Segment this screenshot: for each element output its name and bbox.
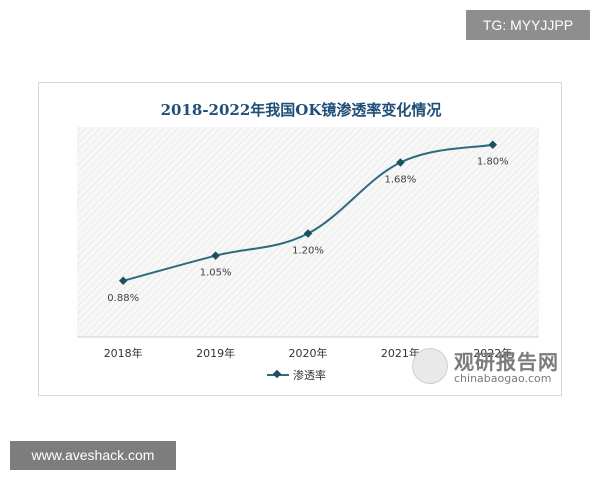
logo-url: chinabaogao.com: [454, 372, 552, 385]
legend-line-icon: [267, 369, 289, 379]
tg-badge: TG: MYYJJPP: [466, 10, 590, 40]
website-badge: www.aveshack.com: [10, 441, 176, 470]
chart-card: 2018-2022年我国OK镜渗透率变化情况 0.88% 2018年 1.05% 20…: [38, 82, 562, 396]
data-label: 1.20%: [292, 245, 324, 256]
data-label: 0.88%: [107, 293, 139, 304]
x-tick-label: 2020年: [289, 346, 328, 360]
x-tick-label: 2019年: [196, 346, 235, 360]
data-label: 1.68%: [385, 174, 417, 185]
data-point: [488, 140, 498, 149]
data-point: [118, 276, 128, 286]
legend: 渗透率: [267, 367, 326, 383]
data-label: 1.80%: [477, 157, 509, 168]
legend-label: 渗透率: [293, 369, 326, 382]
chart-title: 2018-2022年我国OK镜渗透率变化情况: [160, 101, 442, 119]
logo-icon: [412, 348, 448, 384]
data-point: [211, 251, 220, 260]
x-tick-label: 2022年: [473, 346, 512, 360]
watermark-logo: 观研报告网 chinabaogao.com: [412, 346, 562, 390]
data-point: [303, 229, 313, 238]
line-chart: 0.88% 2018年 1.05% 2019年 1.20% 2020年 1.68% 2021年…: [77, 127, 539, 360]
logo-text: 观研报告网: [454, 350, 559, 374]
x-tick-label: 2018年: [104, 346, 143, 360]
x-tick-label: 2021年: [381, 346, 420, 360]
data-label: 1.05%: [200, 268, 232, 279]
data-point: [396, 158, 405, 167]
